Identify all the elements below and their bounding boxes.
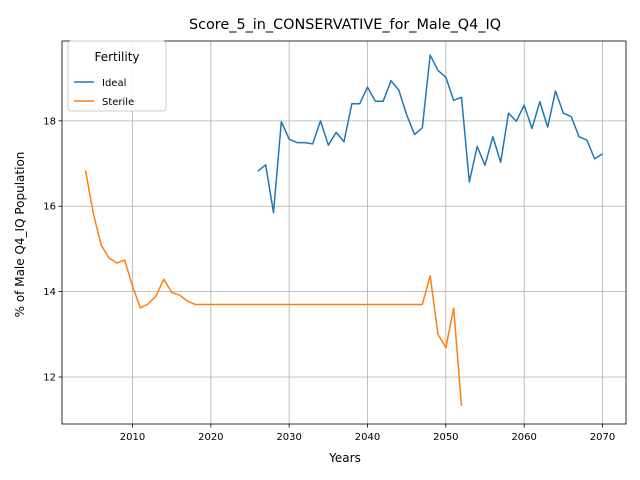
grid-lines xyxy=(62,41,626,424)
legend-title: Fertility xyxy=(94,50,139,64)
chart-title: Score_5_in_CONSERVATIVE_for_Male_Q4_IQ xyxy=(189,17,501,33)
legend-items: Ideal Sterile xyxy=(74,78,134,108)
axis-ticks: 2010 2020 2030 2040 2050 2060 2070 12 14 16 18 xyxy=(43,116,615,443)
legend: Fertility Ideal Sterile xyxy=(67,40,167,112)
series-line-ideal xyxy=(257,54,603,214)
x-tick-label: 2010 xyxy=(120,432,145,443)
y-tick-label: 16 xyxy=(43,202,56,213)
series-line-sterile xyxy=(84,170,463,407)
y-tick-label: 14 xyxy=(43,287,56,298)
x-tick-label: 2040 xyxy=(355,432,380,443)
y-tick-label: 18 xyxy=(43,116,56,127)
y-axis-label: % of Male Q4_IQ Population xyxy=(13,152,27,318)
x-tick-label: 2070 xyxy=(590,432,615,443)
y-tick-label: 12 xyxy=(43,373,56,384)
legend-label-sterile: Sterile xyxy=(102,97,134,108)
series-lines xyxy=(84,54,603,407)
legend-box xyxy=(67,40,167,112)
plot-frame xyxy=(61,40,627,425)
x-tick-label: 2030 xyxy=(276,432,301,443)
x-tick-label: 2020 xyxy=(198,432,223,443)
x-axis-label: Years xyxy=(328,451,361,465)
x-tick-label: 2050 xyxy=(433,432,458,443)
x-tick-label: 2060 xyxy=(511,432,536,443)
legend-label-ideal: Ideal xyxy=(102,78,126,89)
